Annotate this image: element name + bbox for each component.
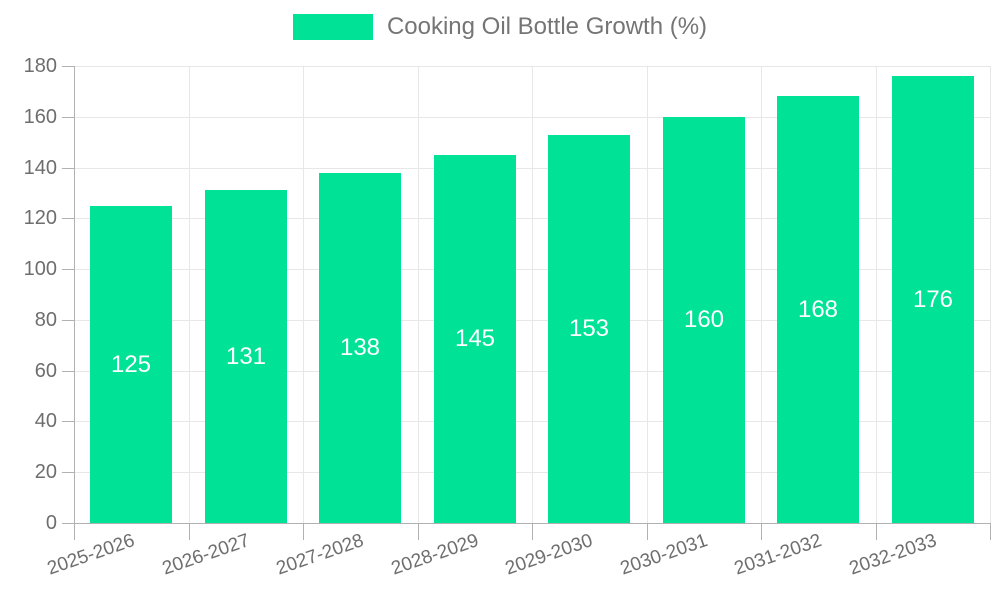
y-axis-tick xyxy=(62,66,74,67)
y-axis-tick xyxy=(62,421,74,422)
bar[interactable] xyxy=(90,206,172,523)
x-axis-tick xyxy=(761,523,762,540)
x-gridline xyxy=(189,66,190,523)
y-axis-line xyxy=(74,66,75,540)
y-axis-tick xyxy=(62,320,74,321)
x-axis-tick xyxy=(647,523,648,540)
y-axis-tick-label: 140 xyxy=(23,157,57,179)
x-axis-tick xyxy=(990,523,991,540)
x-gridline xyxy=(303,66,304,523)
x-axis-line xyxy=(74,523,990,524)
x-gridline xyxy=(990,66,991,523)
y-axis-tick-label: 0 xyxy=(45,512,57,534)
y-axis-tick xyxy=(62,472,74,473)
y-axis-tick xyxy=(62,117,74,118)
y-axis-tick-label: 180 xyxy=(23,55,57,77)
y-axis-tick-label: 120 xyxy=(23,207,57,229)
x-axis-tick-label: 2025-2026 xyxy=(44,530,138,580)
x-gridline xyxy=(761,66,762,523)
x-axis-tick xyxy=(303,523,304,540)
bar[interactable] xyxy=(777,96,859,523)
x-axis-tick-label: 2030-2031 xyxy=(617,530,711,580)
y-axis-tick xyxy=(62,269,74,270)
x-gridline xyxy=(418,66,419,523)
y-axis-tick-label: 20 xyxy=(34,461,57,483)
y-axis-tick-label: 160 xyxy=(23,106,57,128)
y-axis-tick xyxy=(62,218,74,219)
legend[interactable]: Cooking Oil Bottle Growth (%) xyxy=(0,14,1000,40)
bar[interactable] xyxy=(434,155,516,523)
y-axis-tick xyxy=(62,523,74,524)
y-axis-tick-label: 40 xyxy=(34,410,57,432)
x-gridline xyxy=(647,66,648,523)
x-axis-tick xyxy=(418,523,419,540)
bar[interactable] xyxy=(548,135,630,523)
x-gridline xyxy=(876,66,877,523)
x-gridline xyxy=(532,66,533,523)
y-axis-tick xyxy=(62,168,74,169)
x-axis-tick-label: 2028-2029 xyxy=(388,530,482,580)
x-axis-tick xyxy=(876,523,877,540)
legend-swatch xyxy=(292,14,373,40)
x-axis-tick-label: 2029-2030 xyxy=(502,530,596,580)
x-axis-tick xyxy=(189,523,190,540)
legend-label: Cooking Oil Bottle Growth (%) xyxy=(386,13,708,40)
x-axis-tick-label: 2027-2028 xyxy=(273,530,367,580)
x-axis-tick-label: 2032-2033 xyxy=(846,530,940,580)
y-axis-tick-label: 80 xyxy=(34,309,57,331)
bar[interactable] xyxy=(663,117,745,523)
bar[interactable] xyxy=(892,76,974,523)
y-axis-tick-label: 100 xyxy=(23,258,57,280)
x-axis-tick xyxy=(532,523,533,540)
x-axis-tick-label: 2031-2032 xyxy=(731,530,825,580)
y-axis-tick-label: 60 xyxy=(34,360,57,382)
bar[interactable] xyxy=(319,173,401,523)
y-axis-tick xyxy=(62,371,74,372)
x-axis-tick-label: 2026-2027 xyxy=(159,530,253,580)
bar[interactable] xyxy=(205,190,287,523)
